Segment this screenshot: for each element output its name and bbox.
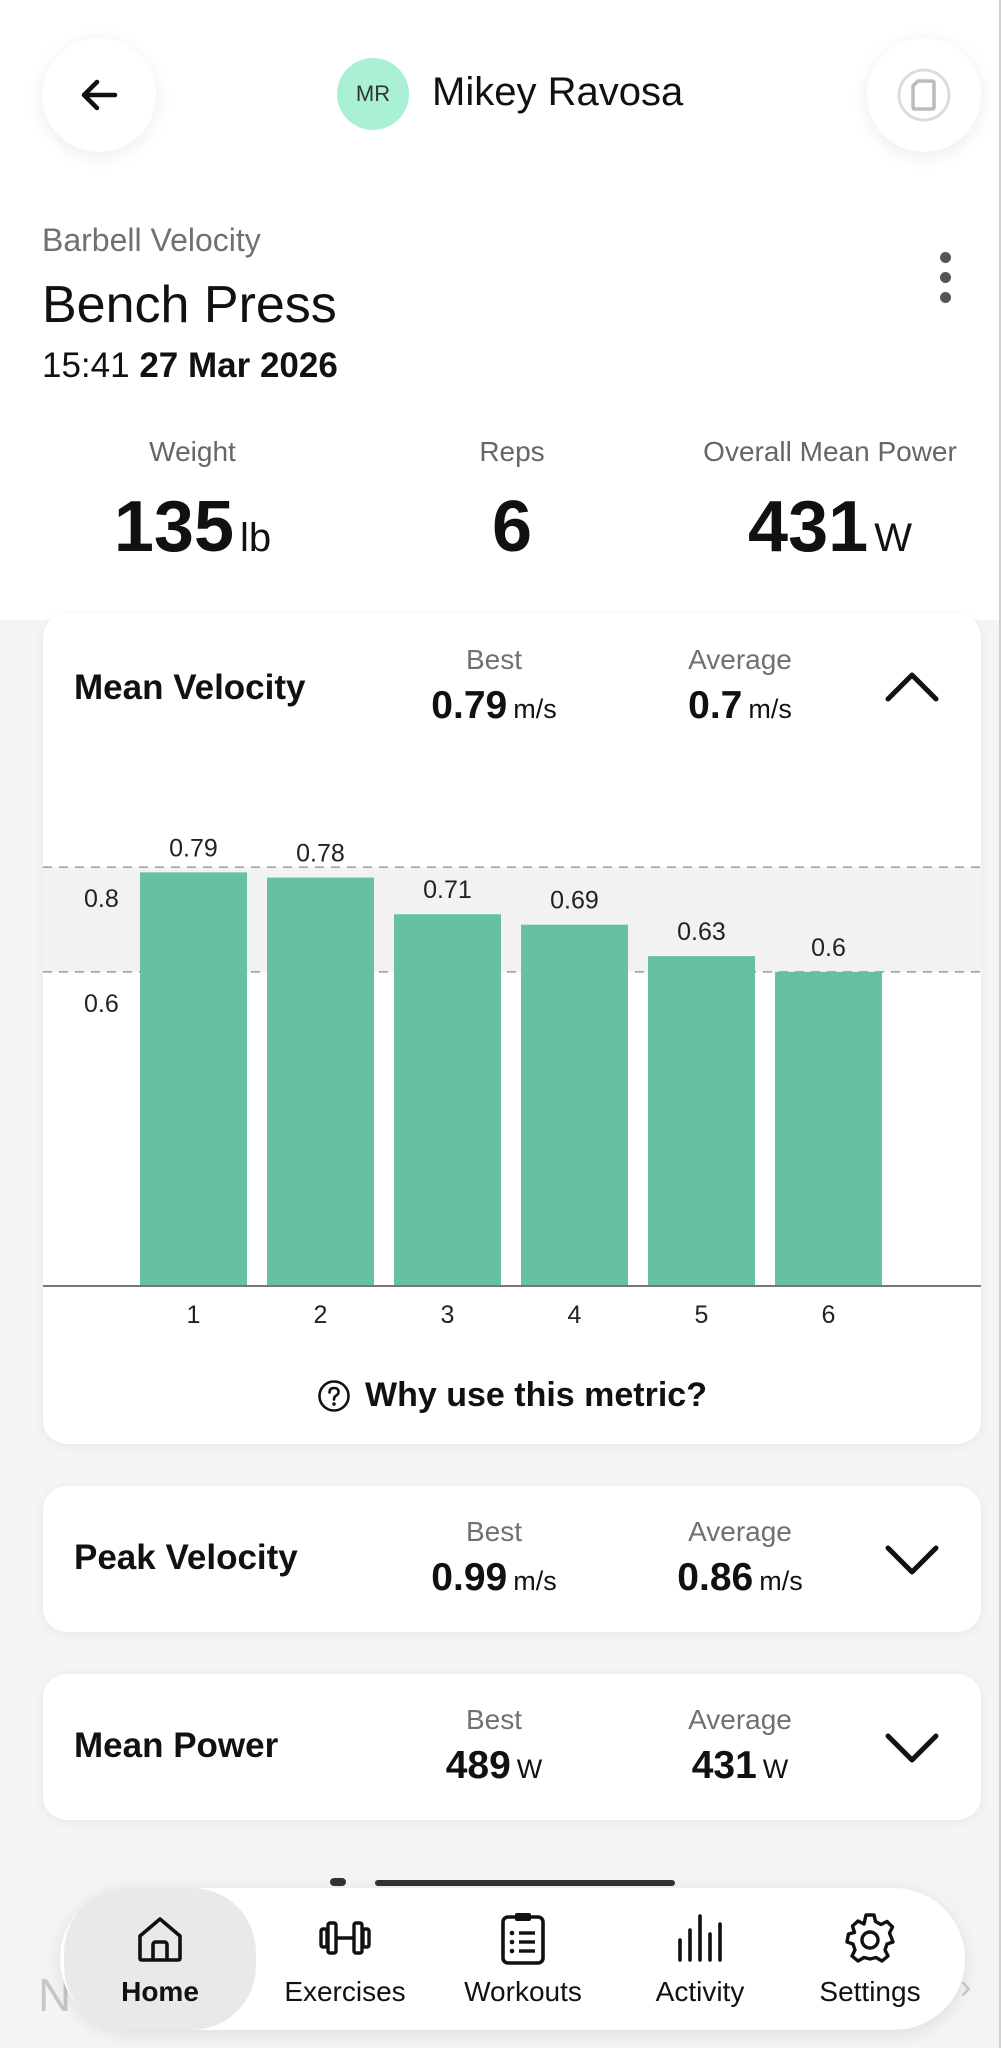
gear-icon xyxy=(845,1913,895,1963)
arrow-left-icon xyxy=(81,79,118,111)
metric-card-peak-velocity[interactable]: Peak Velocity Best 0.99 m/s Average 0.86 m… xyxy=(43,1486,981,1632)
metric-average: Average 0.86 m/s xyxy=(677,1516,803,1599)
nav-activity[interactable]: Activity xyxy=(625,1888,775,2030)
session-time: 15:41 xyxy=(42,346,130,385)
nav-settings[interactable]: Settings xyxy=(795,1888,945,2030)
clipboard-icon xyxy=(501,1913,545,1965)
exercise-category: Barbell Velocity xyxy=(42,222,261,258)
velocity-chart: 0.8 0.6 0.79 1 0.78 2 0.71 3 0.69 4 0.63 5 0.6 6 xyxy=(43,834,981,1329)
help-icon xyxy=(318,1379,350,1412)
device-button[interactable] xyxy=(867,38,981,152)
metric-name: Mean Velocity xyxy=(74,668,306,707)
x-tick-label: 6 xyxy=(822,1301,836,1329)
session-datetime: 15:41 27 Mar 2026 xyxy=(42,346,338,386)
x-tick-label: 1 xyxy=(187,1301,201,1329)
metric-card-mean-power[interactable]: Mean Power Best 489 W Average 431 W xyxy=(43,1674,981,1820)
metric-average: Average 0.7 m/s xyxy=(688,644,792,727)
page-title: Bench Press xyxy=(42,276,337,334)
obscured-link-fragment xyxy=(330,1878,675,1886)
chevron-up-icon[interactable] xyxy=(884,669,940,703)
bar xyxy=(140,872,247,1286)
chevron-down-icon[interactable] xyxy=(884,1544,940,1578)
scroll-edge xyxy=(999,0,1001,2048)
bar xyxy=(267,877,374,1286)
bar xyxy=(394,914,501,1286)
metric-best: Best 0.99 m/s xyxy=(431,1516,557,1599)
avatar: MR xyxy=(337,58,409,130)
header-background xyxy=(0,0,1001,620)
x-tick-label: 4 xyxy=(568,1301,582,1329)
session-date: 27 Mar 2026 xyxy=(139,346,338,385)
metric-best: Best 0.79 m/s xyxy=(431,644,557,727)
bottom-navigation: Home Exercises Workouts xyxy=(60,1888,965,2030)
chevron-down-icon[interactable] xyxy=(884,1732,940,1766)
data-label: 0.63 xyxy=(677,918,726,946)
data-label: 0.6 xyxy=(811,934,846,962)
user-name: Mikey Ravosa xyxy=(432,70,684,114)
nav-workouts[interactable]: Workouts xyxy=(448,1888,598,2030)
metric-best: Best 489 W xyxy=(445,1704,543,1787)
x-tick-label: 3 xyxy=(441,1301,455,1329)
metric-name: Peak Velocity xyxy=(74,1538,298,1577)
data-label: 0.69 xyxy=(550,887,599,915)
reps-stat: Reps 6 xyxy=(479,436,545,567)
bar xyxy=(775,971,882,1286)
data-label: 0.79 xyxy=(169,834,218,862)
data-label: 0.71 xyxy=(423,876,472,904)
bar xyxy=(521,924,628,1286)
bar xyxy=(648,956,755,1286)
metric-average: Average 431 W xyxy=(688,1704,792,1787)
x-tick-label: 2 xyxy=(314,1301,328,1329)
nav-exercises[interactable]: Exercises xyxy=(270,1888,420,2030)
data-label: 0.78 xyxy=(296,840,345,868)
nav-home[interactable]: Home xyxy=(64,1888,256,2030)
obscured-chevron-fragment: › xyxy=(960,1968,972,2006)
power-stat: Overall Mean Power 431 W xyxy=(703,436,957,567)
back-button[interactable] xyxy=(42,38,156,152)
y-tick-label: 0.6 xyxy=(84,990,119,1018)
dumbbell-icon xyxy=(319,1921,371,1955)
metric-card-mean-velocity: Mean Velocity Best 0.79 m/s Average 0.7 m/… xyxy=(43,614,981,1444)
more-options-button[interactable] xyxy=(935,250,955,306)
device-icon xyxy=(897,68,951,122)
x-tick-label: 5 xyxy=(695,1301,709,1329)
weight-stat: Weight 135 lb xyxy=(113,436,272,567)
why-metric-button[interactable]: Why use this metric? xyxy=(43,1376,981,1415)
metric-name: Mean Power xyxy=(74,1726,279,1765)
y-tick-label: 0.8 xyxy=(84,885,119,913)
bar-chart-icon xyxy=(678,1914,722,1962)
home-icon xyxy=(138,1917,182,1962)
